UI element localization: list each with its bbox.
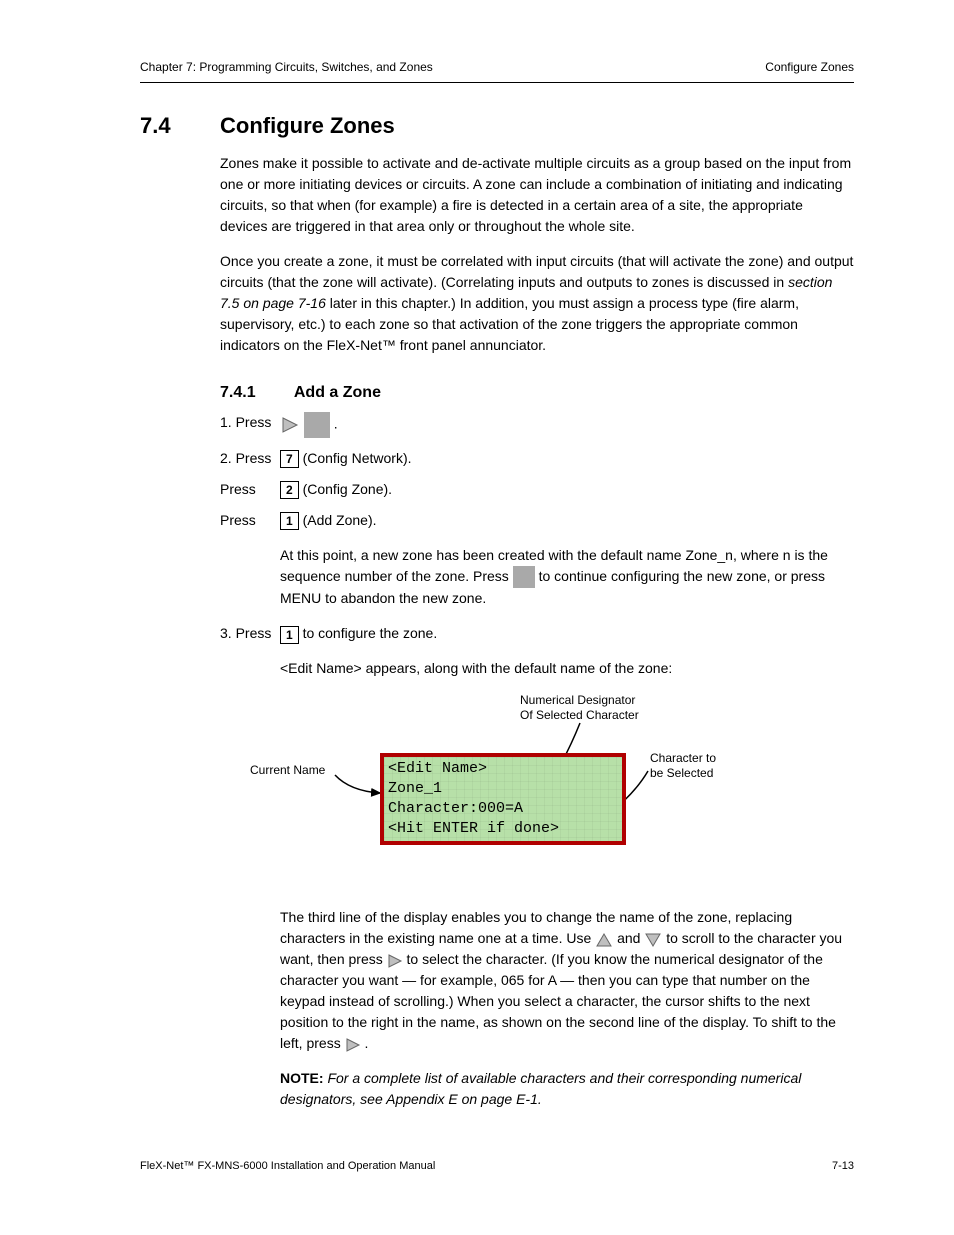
step-3-label: 3. Press — [220, 623, 280, 644]
step-2-tail: (Config Network). — [303, 450, 412, 466]
header-right: Configure Zones — [765, 60, 854, 74]
pf-e: . — [364, 1035, 368, 1051]
step-1-tail: . — [334, 416, 338, 432]
header-rule — [140, 82, 854, 83]
step-1-label: 1. Press — [220, 412, 280, 433]
header-left: Chapter 7: Programming Circuits, Switche… — [140, 60, 433, 74]
down-triangle-icon — [644, 932, 662, 948]
lcd-line-2: Zone_1 — [388, 779, 618, 799]
step-2c-body: 1 (Add Zone). — [280, 510, 854, 531]
subsection-heading: 7.4.1 Add a Zone — [220, 384, 854, 402]
key-7: 7 — [280, 450, 299, 468]
up-triangle-icon — [595, 932, 613, 948]
lcd-line-1: <Edit Name> — [388, 759, 618, 779]
step-2b-tail: (Config Zone). — [303, 481, 392, 497]
section-heading: 7.4 Configure Zones — [140, 113, 854, 139]
footer: FleX-Net™ FX-MNS-6000 Installation and O… — [140, 1160, 854, 1172]
key-2: 2 — [280, 481, 299, 499]
lcd-screen: <Edit Name> Zone_1 Character:000=A <Hit … — [380, 753, 626, 845]
step-2c: Press 1 (Add Zone). — [220, 510, 854, 531]
step-1-body: . — [280, 412, 854, 438]
step-3: 3. Press 1 to configure the zone. — [220, 623, 854, 644]
right-triangle-icon-3 — [345, 1037, 361, 1053]
intro-p2: Once you create a zone, it must be corre… — [220, 251, 854, 356]
lcd-line-4: <Hit ENTER if done> — [388, 819, 618, 839]
edit-name-prompt: <Edit Name> appears, along with the defa… — [280, 658, 854, 679]
section-title: Configure Zones — [220, 113, 395, 139]
after-step-2: At this point, a new zone has been creat… — [280, 545, 854, 609]
pf-b: and — [617, 930, 644, 946]
right-triangle-icon — [280, 415, 300, 435]
menu-key-icon — [304, 412, 330, 438]
note-label: NOTE: — [280, 1070, 324, 1086]
footer-left: FleX-Net™ FX-MNS-6000 Installation and O… — [140, 1160, 435, 1172]
lcd-figure: Numerical Designator Of Selected Charact… — [240, 693, 780, 893]
step-2c-tail: (Add Zone). — [303, 512, 377, 528]
step-2c-label: Press — [220, 510, 280, 531]
step-2b-body: 2 (Config Zone). — [280, 479, 854, 500]
body: Zones make it possible to activate and d… — [220, 153, 854, 1110]
key-1b: 1 — [280, 626, 299, 644]
key-1: 1 — [280, 512, 299, 530]
section-number: 7.4 — [140, 113, 220, 139]
step-2b-label: Press — [220, 479, 280, 500]
intro-p1: Zones make it possible to activate and d… — [220, 153, 854, 237]
running-header: Chapter 7: Programming Circuits, Switche… — [140, 60, 854, 74]
step-3-body: 1 to configure the zone. — [280, 623, 854, 644]
note: NOTE: For a complete list of available c… — [280, 1068, 854, 1110]
page: Chapter 7: Programming Circuits, Switche… — [0, 0, 954, 1232]
footer-right: 7-13 — [832, 1160, 854, 1172]
post-figure-para: The third line of the display enables yo… — [280, 907, 854, 1054]
lcd-line-3: Character:000=A — [388, 799, 618, 819]
subsection-title: Add a Zone — [294, 384, 381, 401]
step-2-label: 2. Press — [220, 448, 280, 469]
intro-p2-a: Once you create a zone, it must be corre… — [220, 253, 853, 290]
step-3-tail: to configure the zone. — [303, 625, 438, 641]
note-body: For a complete list of available charact… — [280, 1070, 801, 1107]
step-2b: Press 2 (Config Zone). — [220, 479, 854, 500]
step-1: 1. Press . — [220, 412, 854, 438]
step-2-body: 7 (Config Network). — [280, 448, 854, 469]
step-2: 2. Press 7 (Config Network). — [220, 448, 854, 469]
enter-key-icon — [513, 566, 535, 588]
right-triangle-icon-2 — [387, 953, 403, 969]
subsection-number: 7.4.1 — [220, 384, 290, 402]
